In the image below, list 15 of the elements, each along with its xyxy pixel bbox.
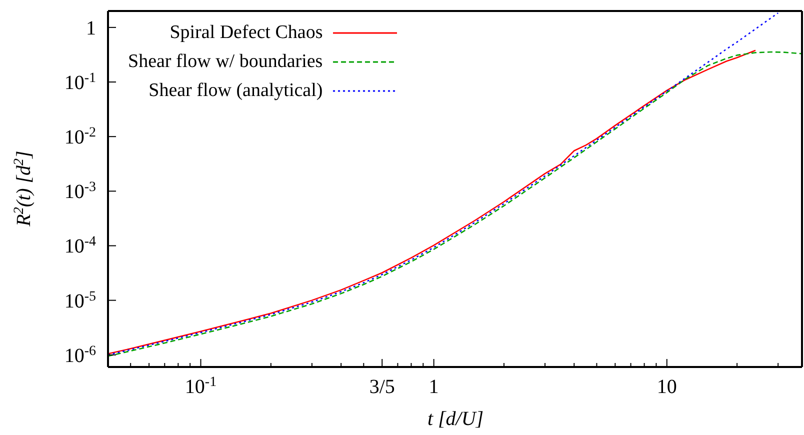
y-tick-label: 10$^{-1}$: [64, 70, 96, 94]
legend-label: Shear flow w/ boundaries: [128, 50, 323, 72]
y-tick-label: 10$^{-4}$: [64, 234, 96, 258]
legend-label: Shear flow (analytical): [148, 80, 323, 102]
y-tick-label: 10$^{-5}$: [64, 288, 96, 312]
y-tick-label: 10$^{-3}$: [64, 180, 96, 204]
y-tick-label: 10$^{-2}$: [64, 125, 96, 149]
legend-label: Spiral Defect Chaos: [170, 22, 323, 44]
x-tick-label: 3/5: [369, 376, 395, 398]
x-tick-label: 1: [428, 376, 439, 398]
x-tick-label: 10: [656, 376, 677, 398]
y-tick-label: 1: [86, 17, 96, 40]
x-axis-title: t [d/U]: [427, 408, 484, 430]
x-tick-label: 10$^{-1}$: [184, 374, 217, 398]
y-tick-label: 10$^{-6}$: [64, 343, 96, 367]
